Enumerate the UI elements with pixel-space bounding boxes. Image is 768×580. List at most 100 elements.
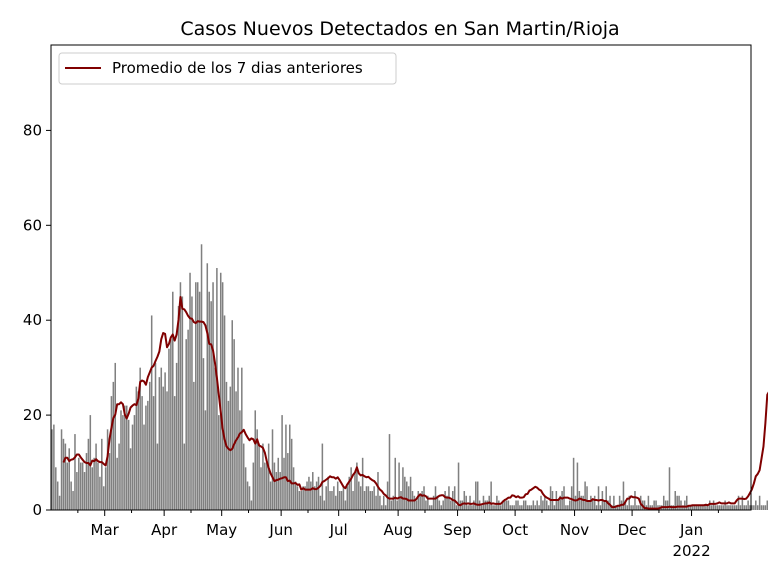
bar	[756, 505, 759, 510]
bar	[394, 457, 397, 510]
bar	[223, 315, 226, 510]
x-tick-label: Jul	[329, 521, 348, 539]
bar	[262, 443, 264, 510]
bar	[120, 410, 122, 510]
bar	[574, 495, 577, 510]
bar	[285, 424, 287, 510]
bar	[764, 505, 767, 510]
bar	[189, 272, 191, 510]
bar	[509, 505, 512, 510]
bar	[758, 495, 761, 510]
bar	[214, 367, 216, 510]
bar	[664, 500, 667, 510]
bar	[58, 495, 61, 510]
bar	[175, 362, 178, 510]
bar	[450, 500, 452, 510]
bar	[567, 505, 569, 510]
bar	[705, 505, 707, 510]
bar	[183, 443, 186, 510]
x-tick-label: May	[206, 521, 237, 539]
plot-frame	[50, 44, 752, 511]
bar	[195, 282, 197, 510]
bar	[714, 505, 717, 510]
bar	[590, 495, 592, 510]
bar	[382, 495, 385, 510]
bar	[607, 500, 609, 510]
bar	[505, 500, 508, 510]
bar	[248, 486, 251, 510]
bar	[687, 505, 690, 510]
bar	[122, 415, 124, 510]
axes-layer: 0 20 40 60 80 Mar Apr May Jun Jul Aug Sep Oct Nov Dec J…	[23, 44, 752, 560]
bar	[271, 429, 274, 510]
bar	[425, 500, 427, 510]
bar	[340, 491, 343, 510]
bar	[576, 462, 579, 510]
bar	[375, 495, 377, 510]
bar	[110, 396, 113, 510]
bar	[331, 491, 333, 510]
bar	[93, 457, 95, 510]
bar	[712, 500, 715, 510]
bar	[208, 291, 210, 510]
bar	[724, 500, 726, 510]
bar	[242, 443, 245, 510]
bar	[444, 491, 446, 510]
bar	[265, 462, 268, 510]
bar	[89, 415, 92, 510]
bar	[632, 505, 634, 510]
bar	[315, 481, 318, 510]
bar	[256, 429, 258, 510]
bar	[662, 495, 665, 510]
bar	[534, 505, 537, 510]
x-tick-label: Nov	[560, 521, 589, 539]
bar	[549, 486, 552, 510]
bar	[730, 505, 732, 510]
bar	[396, 500, 398, 510]
bar	[737, 495, 740, 510]
bar	[173, 396, 176, 510]
bar	[524, 500, 527, 510]
bar	[494, 505, 496, 510]
bar	[369, 491, 372, 510]
bar	[691, 505, 694, 510]
bar	[597, 486, 600, 510]
bar	[628, 495, 630, 510]
bar	[264, 462, 266, 510]
bar	[91, 467, 93, 510]
legend-label: Promedio de los 7 dias anteriores	[112, 59, 363, 77]
bar	[97, 462, 99, 510]
bar	[429, 505, 431, 510]
bar	[206, 263, 209, 510]
bar	[467, 505, 469, 510]
bar	[359, 486, 362, 510]
bar	[371, 491, 373, 510]
bar	[177, 305, 180, 510]
bar	[306, 481, 308, 510]
bar	[356, 462, 358, 510]
bar	[421, 491, 423, 510]
bar	[653, 500, 655, 510]
bar	[202, 358, 205, 510]
bar	[283, 457, 285, 510]
bar	[219, 272, 222, 510]
bar	[392, 495, 395, 510]
bar	[542, 500, 544, 510]
bar	[302, 486, 304, 510]
x-tick-label: Jan	[679, 521, 703, 539]
bar	[699, 505, 701, 510]
bar	[335, 495, 337, 510]
bar	[379, 495, 381, 510]
bar	[227, 400, 230, 510]
bar	[588, 500, 590, 510]
bar	[720, 505, 723, 510]
bar	[490, 481, 492, 510]
bar	[536, 500, 538, 510]
bar	[766, 500, 768, 510]
bar	[544, 495, 546, 510]
bar	[87, 438, 90, 510]
legend: Promedio de los 7 dias anteriores	[58, 52, 397, 85]
bar	[317, 476, 320, 510]
bar	[296, 486, 299, 510]
